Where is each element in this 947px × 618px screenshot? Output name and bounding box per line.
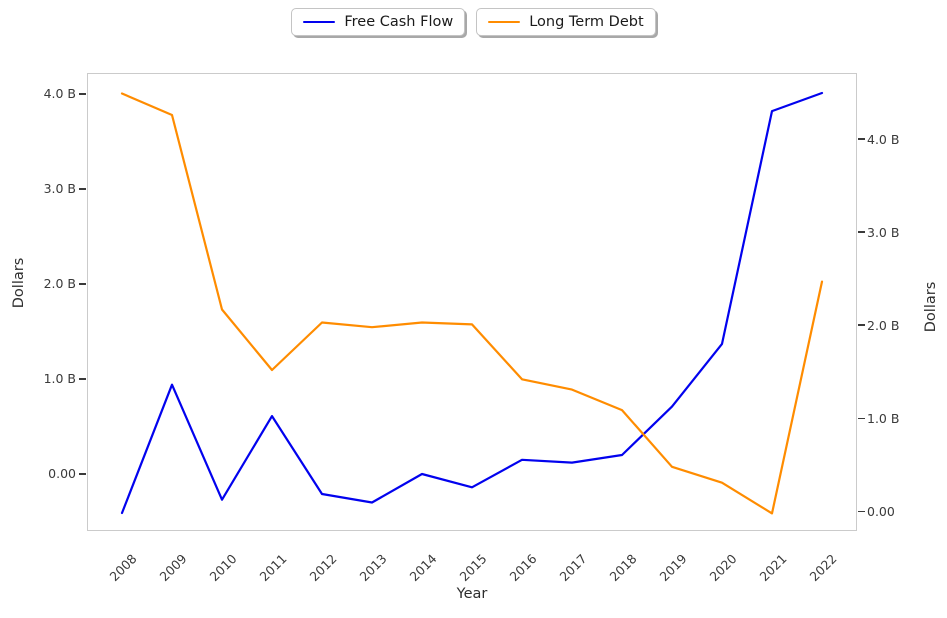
legend-item-long-term-debt: Long Term Debt bbox=[476, 8, 656, 36]
right-ytick-mark bbox=[858, 138, 865, 140]
legend-label-long-term-debt: Long Term Debt bbox=[529, 14, 644, 30]
left-axis-title: Dollars bbox=[11, 257, 27, 309]
left-ytick-mark bbox=[79, 473, 86, 475]
left-ytick-mark bbox=[79, 283, 86, 285]
left-ytick-mark bbox=[79, 188, 86, 190]
line-series-long-term-debt bbox=[120, 92, 824, 515]
legend-line-sample-orange bbox=[488, 20, 521, 24]
x-axis-title: Year bbox=[456, 586, 488, 602]
left-ytick-mark bbox=[79, 93, 86, 95]
legend: Free Cash Flow Long Term Debt bbox=[0, 8, 947, 36]
left-ytick-label-2.0B: 2.0 B bbox=[43, 276, 76, 292]
legend-item-free-cash-flow: Free Cash Flow bbox=[291, 8, 466, 36]
right-ytick-label-2.0B: 2.0 B bbox=[867, 317, 900, 333]
right-ytick-label-4.0B: 4.0 B bbox=[867, 131, 900, 147]
plot-area bbox=[87, 73, 857, 531]
chart-canvas bbox=[120, 91, 824, 515]
legend-line-sample-blue bbox=[303, 20, 336, 24]
right-ytick-label-0.00: 0.00 bbox=[867, 503, 895, 519]
right-ytick-mark bbox=[858, 417, 865, 420]
right-axis-title: Dollars bbox=[923, 281, 939, 333]
legend-label-free-cash-flow: Free Cash Flow bbox=[344, 14, 454, 30]
right-ytick-mark bbox=[858, 231, 865, 233]
left-ytick-mark bbox=[79, 378, 86, 380]
right-ytick-label-1.0B: 1.0 B bbox=[867, 410, 900, 426]
right-ytick-mark bbox=[858, 324, 865, 327]
right-ytick-label-3.0B: 3.0 B bbox=[867, 224, 900, 240]
left-ytick-label-3.0B: 3.0 B bbox=[43, 181, 76, 197]
line-series-free-cash-flow bbox=[120, 91, 824, 515]
right-ytick-mark bbox=[858, 510, 865, 513]
left-ytick-label-4.0B: 4.0 B bbox=[43, 86, 76, 102]
left-ytick-label-1.0B: 1.0 B bbox=[43, 371, 76, 387]
left-ytick-label-0.00: 0.00 bbox=[48, 466, 76, 482]
